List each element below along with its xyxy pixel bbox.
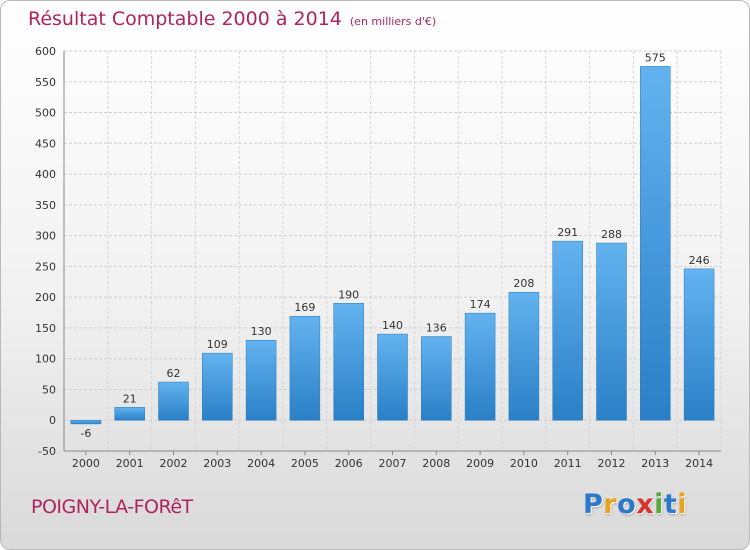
bar-2013 [640,66,671,421]
y-tick-label: 300 [35,230,56,243]
y-tick-label: 400 [35,168,56,181]
y-tick-label: 250 [35,260,56,273]
chart-title-text: Résultat Comptable 2000 à 2014 [28,8,342,30]
value-label-2013: 575 [645,51,666,64]
bar-2004 [245,339,277,421]
value-label-2014: 246 [689,254,710,267]
x-tick-label-2006: 2006 [335,457,363,470]
x-tick-label-2000: 2000 [72,457,100,470]
value-label-2000: -6 [80,427,91,440]
value-label-2006: 190 [338,288,359,301]
value-label-2009: 174 [470,298,491,311]
chart-subtitle: (en milliers d'€) [349,15,437,28]
y-tick-label: 50 [42,383,56,396]
bar-2000 [70,419,102,425]
logo-letter: i [654,489,664,520]
value-label-2010: 208 [513,277,534,290]
value-label-2008: 136 [426,322,447,335]
bar-2011 [552,240,583,421]
y-tick-label: 0 [49,414,56,427]
bar-2012 [596,242,627,421]
value-label-2001: 21 [123,392,137,405]
y-tick-label: 200 [35,291,56,304]
x-tick-label-2009: 2009 [466,457,494,470]
x-tick-label-2005: 2005 [291,457,319,470]
value-label-2003: 109 [207,338,228,351]
bar-2014 [683,268,715,421]
x-tick-label-2010: 2010 [510,457,538,470]
x-tick-label-2007: 2007 [379,457,407,470]
logo-letter: i [677,489,688,520]
y-tick-label: 450 [35,137,56,150]
x-tick-label-2014: 2014 [685,457,713,470]
bar-2005 [289,315,321,421]
x-tick-label-2012: 2012 [598,457,626,470]
bar-2007 [377,333,408,421]
value-label-2012: 288 [601,228,622,241]
y-tick-label: -50 [38,445,56,458]
y-tick-label: 600 [35,45,56,58]
value-label-2005: 169 [294,301,315,314]
bar-2008 [421,336,452,421]
bar-2006 [333,303,364,421]
value-label-2011: 291 [557,226,578,239]
logo-letter: P [583,489,604,520]
value-label-2004: 130 [251,325,272,338]
y-tick-label: 150 [35,322,56,335]
bar-2009 [464,312,496,421]
bar-2003 [202,352,233,421]
logo-letter: r [603,489,618,520]
proxiti-logo[interactable]: Proxiti [583,489,687,520]
place-name: POIGNY-LA-FORêT [31,496,193,518]
x-tick-label-2013: 2013 [641,457,669,470]
logo-letter: t [663,489,678,520]
bar-2001 [114,407,145,421]
x-tick-label-2003: 2003 [203,457,231,470]
y-tick-label: 100 [35,353,56,366]
y-tick-label: 350 [35,199,56,212]
x-tick-label-2002: 2002 [160,457,188,470]
bar-2002 [158,381,189,421]
x-tick-label-2004: 2004 [247,457,275,470]
bar-2010 [508,291,540,421]
x-tick-label-2008: 2008 [422,457,450,470]
value-label-2002: 62 [167,367,181,380]
logo-letter: o [617,489,637,520]
value-label-2007: 140 [382,319,403,332]
chart-title: Résultat Comptable 2000 à 2014 (en millie… [28,8,436,30]
y-tick-label: 550 [35,76,56,89]
x-tick-label-2011: 2011 [554,457,582,470]
x-tick-label-2001: 2001 [116,457,144,470]
y-tick-label: 500 [35,107,56,120]
logo-letter: x [636,489,655,520]
